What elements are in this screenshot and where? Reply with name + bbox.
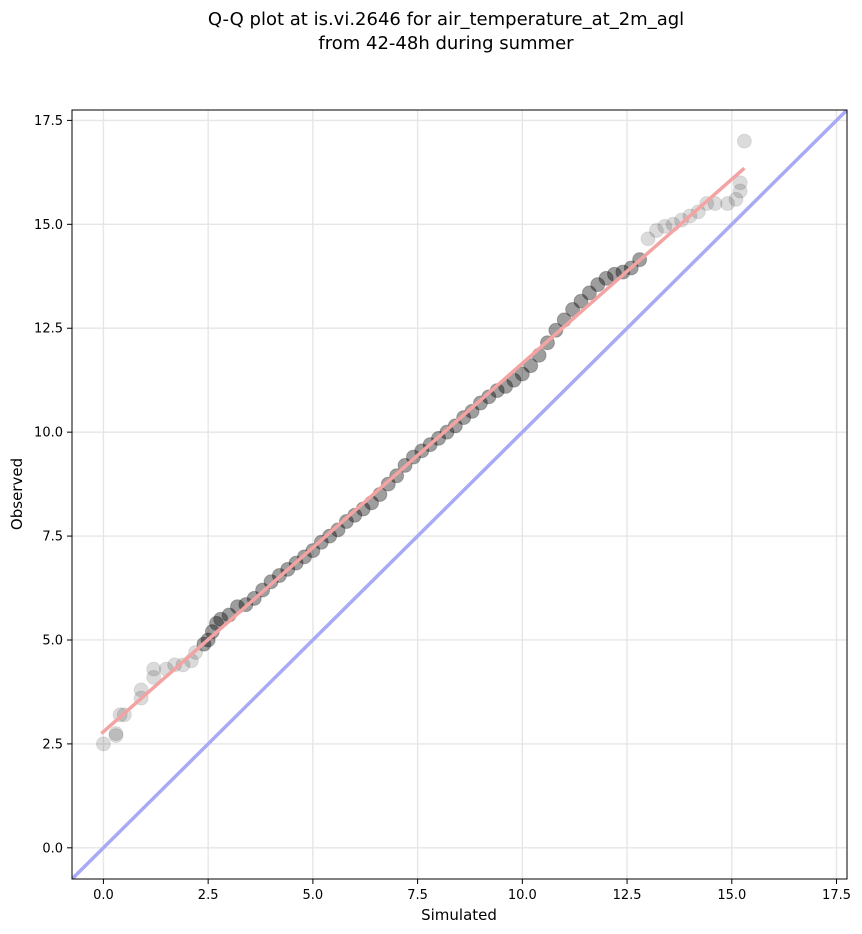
qq-point bbox=[590, 277, 606, 293]
qq-point bbox=[305, 543, 321, 559]
qq-point bbox=[322, 528, 338, 544]
qq-point bbox=[175, 657, 191, 673]
qq-point bbox=[573, 293, 589, 309]
qq-point bbox=[338, 514, 354, 530]
y-tick-label: 12.5 bbox=[34, 322, 63, 337]
y-tick-label: 2.5 bbox=[42, 737, 63, 752]
qq-point bbox=[581, 285, 597, 301]
x-tick-label: 12.5 bbox=[613, 888, 642, 903]
y-tick-label: 17.5 bbox=[34, 114, 63, 129]
plot-area bbox=[72, 110, 847, 879]
fit-line bbox=[100, 166, 746, 735]
qq-point bbox=[720, 196, 736, 212]
qq-point bbox=[707, 196, 723, 212]
x-tick-label: 15.0 bbox=[717, 888, 746, 903]
qq-point bbox=[648, 223, 664, 239]
qq-point bbox=[506, 372, 522, 388]
qq-point bbox=[728, 191, 744, 207]
x-tick-label: 17.5 bbox=[822, 888, 851, 903]
y-tick-label: 10.0 bbox=[34, 426, 63, 441]
qq-point bbox=[565, 302, 581, 318]
identity-line bbox=[72, 110, 847, 879]
qq-point bbox=[640, 231, 656, 247]
x-tick-label: 0.0 bbox=[93, 888, 114, 903]
qq-point bbox=[213, 611, 229, 627]
qq-point bbox=[146, 661, 162, 677]
y-tick-label: 0.0 bbox=[42, 841, 63, 856]
qq-point bbox=[464, 403, 480, 419]
x-tick-label: 10.0 bbox=[508, 888, 537, 903]
qq-point bbox=[523, 358, 539, 374]
qq-point bbox=[95, 736, 111, 752]
qq-point bbox=[472, 395, 488, 411]
y-tick-label: 7.5 bbox=[42, 530, 63, 545]
qq-point bbox=[736, 133, 752, 149]
x-tick-label: 2.5 bbox=[198, 888, 219, 903]
y-tick-label: 15.0 bbox=[34, 218, 63, 233]
y-axis-label: Observed bbox=[8, 458, 26, 530]
qq-point bbox=[548, 322, 564, 338]
chart-title: Q-Q plot at is.vi.2646 for air_temperatu… bbox=[208, 9, 684, 30]
qq-point bbox=[690, 204, 706, 220]
qq-point bbox=[615, 264, 631, 280]
x-tick-label: 7.5 bbox=[407, 888, 428, 903]
x-axis-label: Simulated bbox=[421, 906, 497, 924]
qq-point bbox=[598, 270, 614, 286]
qq-point bbox=[108, 728, 124, 744]
qq-point bbox=[108, 726, 124, 742]
qq-point bbox=[447, 418, 463, 434]
qq-point bbox=[732, 175, 748, 191]
y-tick-label: 5.0 bbox=[42, 633, 63, 648]
chart-subtitle: from 42-48h during summer bbox=[318, 33, 574, 54]
axis-ticks: 0.0 2.5 5.0 7.5 10.0 12.5 15.0 17.5 0.0 2.5 5.0 7.5… bbox=[34, 114, 851, 903]
qq-point bbox=[514, 366, 530, 382]
qq-point bbox=[657, 218, 673, 234]
grid bbox=[72, 110, 847, 879]
qq-point bbox=[380, 476, 396, 492]
plot-frame bbox=[71, 109, 848, 880]
qq-point bbox=[732, 183, 748, 199]
x-tick-label: 5.0 bbox=[303, 888, 324, 903]
qq-point bbox=[674, 212, 690, 228]
qq-point bbox=[146, 669, 162, 685]
